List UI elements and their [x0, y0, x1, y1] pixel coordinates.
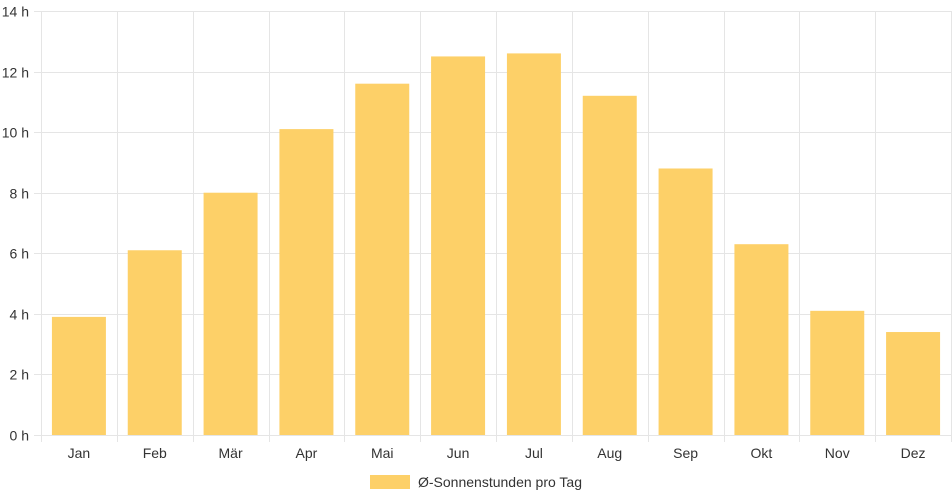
- y-tick-label: 14 h: [2, 4, 29, 20]
- x-tick-label: Jun: [447, 445, 470, 461]
- y-tick-label: 4 h: [10, 307, 29, 323]
- bar: [886, 332, 941, 435]
- x-tick-label: Mär: [219, 445, 243, 461]
- bar: [506, 53, 561, 436]
- y-tick-label: 6 h: [10, 246, 29, 262]
- x-axis-ticks: Jan Feb Mär Apr Mai Jun Jul Aug Sep Okt Nov Dez: [68, 445, 926, 461]
- x-tick-label: Jan: [68, 445, 91, 461]
- bar: [355, 83, 410, 435]
- bar: [658, 168, 713, 436]
- x-tick-label: Mai: [371, 445, 394, 461]
- x-tick-label: Sep: [673, 445, 698, 461]
- x-tick-label: Apr: [296, 445, 318, 461]
- legend-swatch[interactable]: [370, 475, 410, 489]
- y-tick-label: 10 h: [2, 125, 29, 141]
- bar: [279, 129, 334, 436]
- legend[interactable]: Ø-Sonnenstunden pro Tag: [370, 474, 582, 490]
- y-tick-label: 0 h: [10, 428, 29, 444]
- y-axis-ticks: 0 h 2 h 4 h 6 h 8 h 10 h 12 h 14 h: [2, 4, 29, 444]
- x-tick-label: Aug: [597, 445, 622, 461]
- y-tick-label: 12 h: [2, 65, 29, 81]
- bar: [51, 316, 106, 435]
- x-tick-label: Jul: [525, 445, 543, 461]
- x-tick-label: Okt: [751, 445, 773, 461]
- legend-label[interactable]: Ø-Sonnenstunden pro Tag: [418, 474, 582, 490]
- bar: [431, 56, 486, 436]
- bar: [810, 310, 865, 435]
- bar: [582, 95, 637, 436]
- x-tick-label: Feb: [143, 445, 167, 461]
- x-tick-label: Dez: [901, 445, 926, 461]
- y-tick-label: 2 h: [10, 367, 29, 383]
- y-tick-label: 8 h: [10, 186, 29, 202]
- bars: [51, 53, 941, 436]
- bar: [203, 192, 258, 435]
- grid-lines: [34, 11, 952, 442]
- x-tick-label: Nov: [825, 445, 850, 461]
- bar: [127, 250, 182, 435]
- bar: [734, 244, 789, 435]
